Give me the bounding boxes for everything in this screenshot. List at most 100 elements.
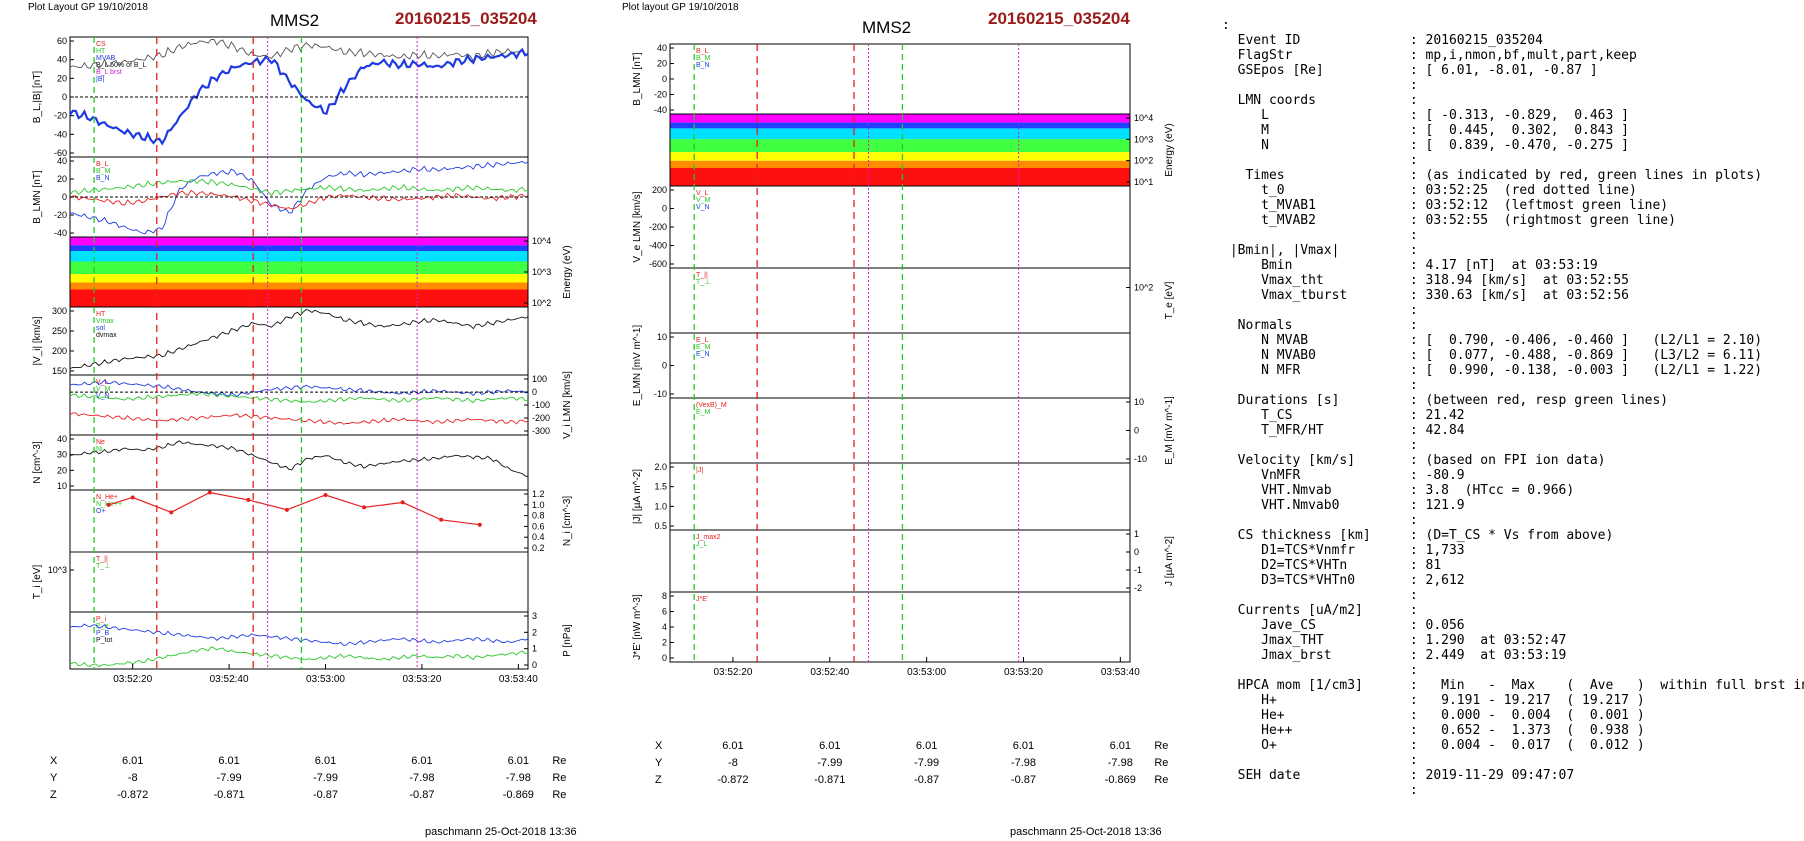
y-tick-label: -300 [532, 426, 550, 436]
data-point [323, 492, 328, 497]
panel-frame [669, 43, 1131, 115]
legend-entry: B_N [96, 175, 110, 182]
panel-7: 1.21.00.80.60.40.2N_i [cm^-3]N_He+N_He++… [69, 489, 573, 553]
info-line: Durations [s] : (between red, resp green… [1222, 393, 1669, 408]
y-tick-label: 0.4 [532, 532, 545, 542]
data-point [106, 502, 111, 507]
x-tick-label: 03:52:20 [113, 674, 152, 685]
legend-entry: Ne [96, 439, 105, 446]
y-tick-label: -20 [54, 210, 67, 220]
legend-entry: Vmax [96, 318, 114, 325]
position-value: -7.98 [1010, 757, 1036, 769]
position-value: -0.87 [914, 774, 940, 786]
position-value: -0.87 [409, 789, 435, 801]
data-point [130, 495, 135, 500]
y-tick-label: -400 [649, 241, 667, 251]
info-line: : [1222, 438, 1418, 453]
y-axis-label: B_LMN [nT] [32, 170, 43, 224]
spectrogram-band [670, 152, 1130, 161]
y-axis-label: J [µA m^-2] [1164, 536, 1175, 586]
y-tick-label: -200 [649, 222, 667, 232]
legend-entry: |B| [96, 76, 104, 83]
panel-frame [69, 551, 529, 613]
series-line [69, 412, 529, 425]
panel-frame [669, 591, 1131, 663]
panel-6: 10 0 -10 E_M [mV m^-1] (VexB)_ME_M [669, 396, 1175, 465]
legend-entry: dvmax [96, 332, 117, 339]
legend-entry: B_N [696, 62, 710, 69]
right-figure-footer: paschmann 25-Oct-2018 13:36 [1010, 826, 1162, 838]
legend-entry: |J| [696, 467, 703, 474]
info-line: Vmax_tburst : 330.63 [km/s] at 03:52:56 [1222, 288, 1629, 303]
info-line: t_MVAB1 : 03:52:12 (leftmost green line) [1222, 198, 1669, 213]
info-line: : [1222, 378, 1418, 393]
y-tick-label: 10^4 [1134, 113, 1153, 123]
info-line: LMN coords : [1222, 93, 1418, 108]
position-unit: Re [1154, 774, 1169, 786]
right-figure-header: Plot layout GP 19/10/2018 [622, 2, 739, 13]
info-line: M : [ 0.445, 0.302, 0.843 ] [1222, 123, 1629, 138]
info-line: : [1222, 228, 1418, 243]
panel-1: 40 20 0 -20 -40 B_LMN [nT] B_LB_MB_N [632, 43, 1131, 115]
series-line [69, 189, 529, 210]
legend-entry: Ni [96, 446, 103, 453]
y-axis-label: V_i LMN [km/s] [562, 371, 573, 439]
position-label: Y [50, 772, 58, 784]
info-line: : [1222, 588, 1418, 603]
x-tick-label: 03:52:40 [210, 674, 249, 685]
y-tick-label: -10 [654, 389, 667, 399]
y-axis-label: E_M [mV m^-1] [1164, 396, 1175, 465]
panel-frame [669, 332, 1131, 399]
y-axis-label: |J| [µA m^-2] [632, 469, 643, 524]
y-tick-label: 10^1 [1134, 177, 1153, 187]
panel-frame [669, 185, 1131, 269]
info-line: D3=TCS*VHTn0 : 2,612 [1222, 573, 1465, 588]
y-tick-label: 1 [1134, 529, 1139, 539]
info-line: : [1222, 303, 1418, 318]
y-tick-label: 0 [1134, 426, 1139, 436]
panel-5: 10 0 -10 E_LMN [mV m^-1] E_LE_ME_N [632, 325, 1131, 406]
position-value: -0.869 [502, 789, 534, 801]
y-tick-label: -20 [654, 90, 667, 100]
y-tick-label: 10^3 [1134, 134, 1153, 144]
y-axis-label: V_e LMN [km/s] [632, 191, 643, 262]
y-axis-label: Energy (eV) [562, 245, 573, 298]
series-line [69, 391, 529, 404]
series-line [69, 646, 529, 668]
y-axis-label: |V_i| [km/s] [32, 316, 43, 365]
y-tick-label: -2 [1134, 583, 1142, 593]
y-tick-label: 10 [1134, 397, 1144, 407]
position-value: -0.872 [117, 789, 149, 801]
y-tick-label: 10^3 [532, 267, 551, 277]
data-point [207, 490, 212, 495]
position-unit: Re [1154, 757, 1169, 769]
spectrogram-band [70, 261, 528, 275]
position-value: 6.01 [121, 755, 144, 767]
legend-entry: HT [96, 311, 106, 318]
y-tick-label: 2.0 [654, 462, 667, 472]
position-value: -8 [127, 772, 138, 784]
y-tick-label: 0.8 [532, 511, 545, 521]
position-value: 6.01 [314, 755, 337, 767]
x-tick-label: 03:52:20 [713, 667, 752, 678]
left-figure-footer: paschmann 25-Oct-2018 13:36 [425, 826, 577, 838]
info-line: Event ID : 20160215_035204 [1222, 33, 1543, 48]
position-value: -7.98 [505, 772, 531, 784]
spectrogram-band [70, 289, 528, 307]
panel-frame [69, 156, 529, 238]
data-point [400, 500, 405, 505]
position-label: Z [655, 774, 662, 786]
x-tick-label: 03:53:00 [306, 674, 345, 685]
y-tick-label: 6 [662, 607, 667, 617]
y-tick-label: 20 [57, 465, 67, 475]
legend-entry: MVAB [96, 55, 116, 62]
y-tick-label: 40 [57, 434, 67, 444]
position-value: 6.01 [507, 755, 530, 767]
y-tick-label: 1 [532, 644, 537, 654]
y-tick-label: 10^2 [1134, 283, 1153, 293]
y-tick-label: 250 [52, 326, 67, 336]
y-axis-label: B_L,|B| [nT] [32, 71, 43, 124]
position-value: -0.87 [1010, 774, 1036, 786]
